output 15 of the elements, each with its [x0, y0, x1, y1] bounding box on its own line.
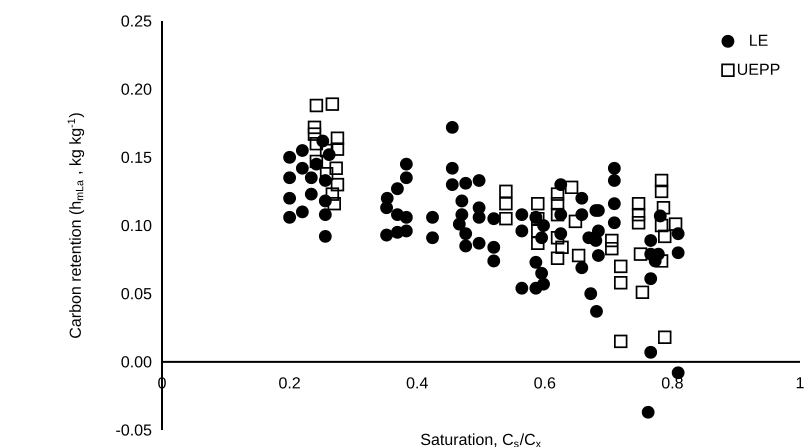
y-axis-title: Carbon retention (h$_{mLa}$ , kg kg$^{-1}$) [68, 113, 84, 338]
y-tick-label: 0.25 [121, 15, 152, 27]
y-tick-label: -0.05 [116, 424, 152, 436]
x-tick-label: 0.2 [279, 377, 300, 389]
x-tick-label: 0.4 [406, 377, 428, 389]
x-axis-title: Saturation, C$_{s}$/C$_{x}$ [421, 433, 541, 447]
y-tick-label: 0.20 [121, 84, 152, 95]
legend-label: LE [750, 34, 768, 46]
y-tick-label: 0.00 [121, 356, 152, 368]
y-tick-label: 0.05 [121, 288, 152, 300]
y-tick-label: 0.10 [121, 220, 152, 232]
legend-label: UEPP [738, 64, 780, 75]
x-tick-label: 0.6 [534, 377, 556, 389]
x-tick-label: 1 [796, 377, 804, 388]
y-tick-label: 0.15 [121, 152, 152, 163]
